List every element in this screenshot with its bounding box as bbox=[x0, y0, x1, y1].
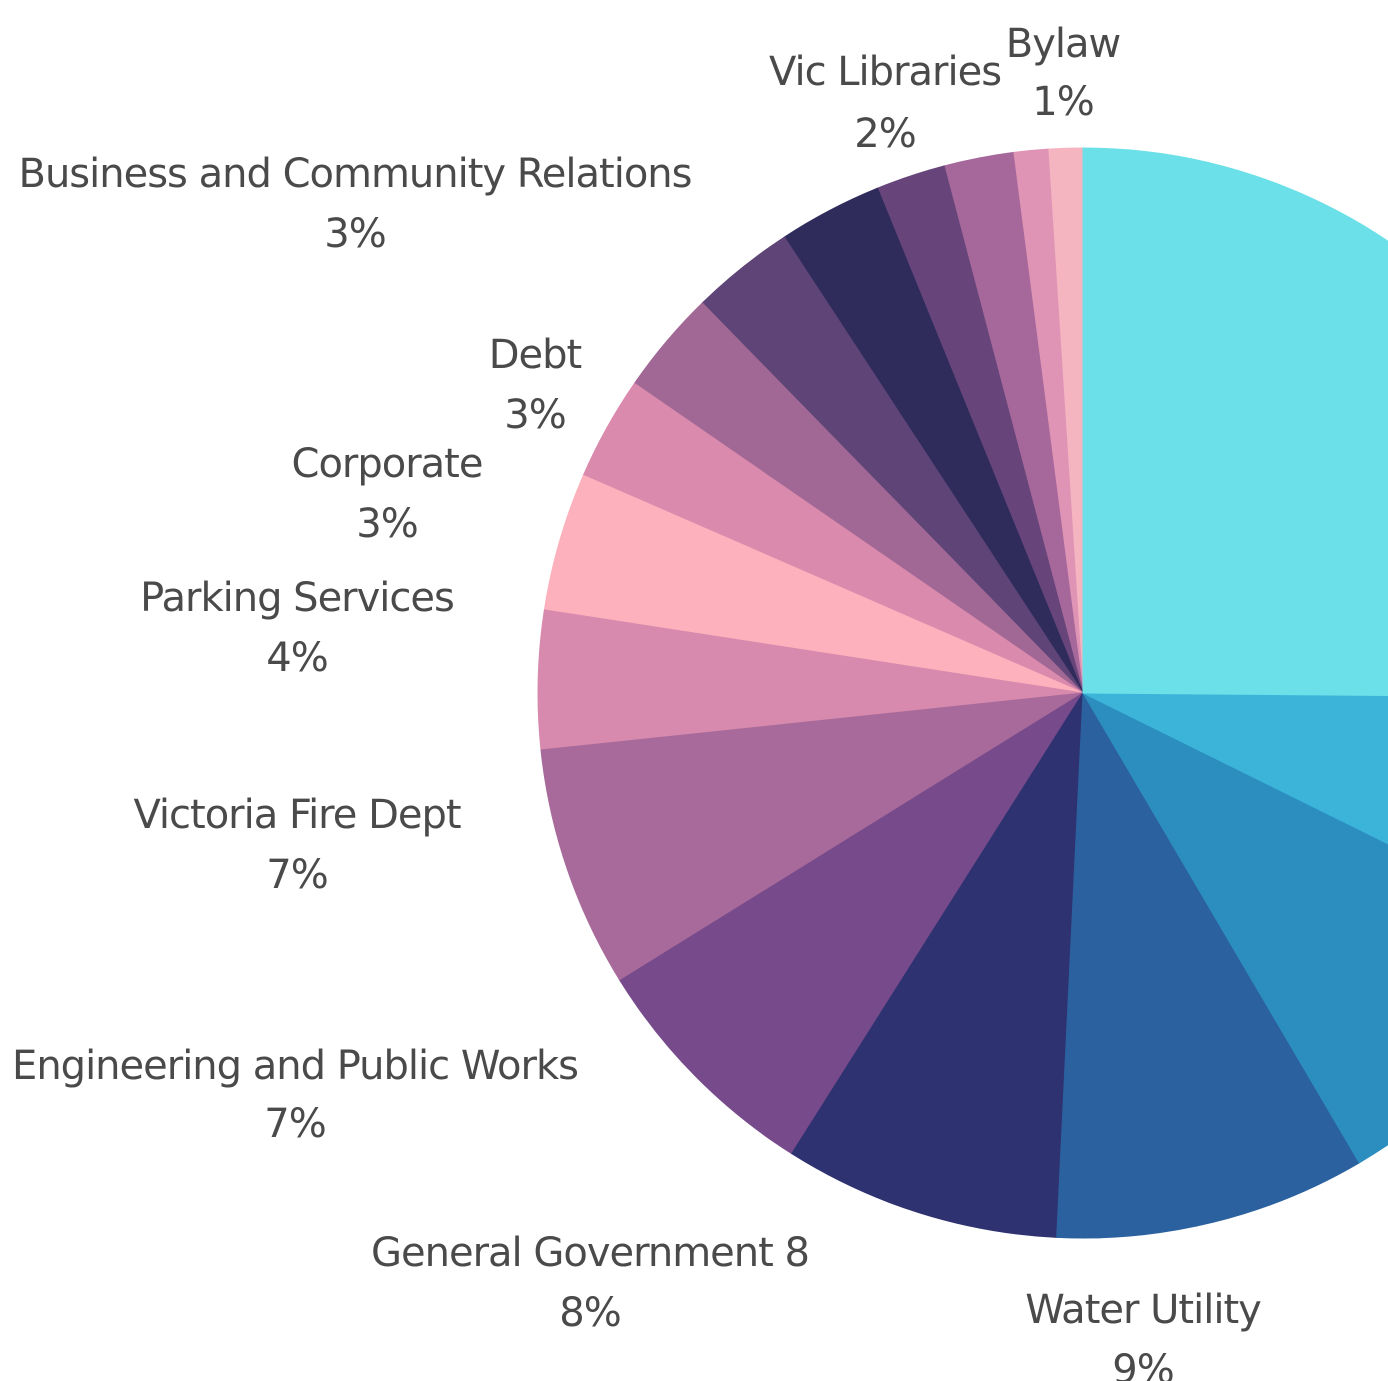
slice-label-name: Victoria Fire Dept bbox=[133, 792, 460, 838]
slice-label-percent: 3% bbox=[356, 501, 417, 547]
pie-slices bbox=[537, 147, 1388, 1239]
slice-label-name: General Government 8 bbox=[371, 1230, 809, 1276]
slice-label-percent: 3% bbox=[504, 392, 565, 438]
slice-label-percent: 8% bbox=[559, 1290, 620, 1336]
slice-label-percent: 7% bbox=[264, 1101, 325, 1147]
slice-label-percent: 7% bbox=[266, 852, 327, 898]
slice-label-name: Bylaw bbox=[1006, 21, 1121, 67]
slice-labels: Bylaw 1% Vic Libraries 2% Business and Commu… bbox=[12, 21, 1262, 1381]
slice-label-name: Water Utility bbox=[1025, 1287, 1261, 1333]
pie-slice-16 bbox=[1082, 147, 1388, 696]
pie-slice-15 bbox=[1082, 692, 1388, 845]
slice-label-name: Business and Community Relations bbox=[19, 151, 692, 197]
slice-label-percent: 1% bbox=[1032, 79, 1093, 125]
slice-label-percent: 2% bbox=[854, 111, 915, 157]
slice-label-name: Engineering and Public Works bbox=[12, 1043, 578, 1089]
slice-label-name: Parking Services bbox=[140, 575, 454, 621]
slice-label-name: Corporate bbox=[292, 441, 483, 487]
pie-slice-victoria-fire-dept bbox=[540, 692, 1084, 982]
slice-label-percent: 4% bbox=[266, 635, 327, 681]
pie-slice-water-utility bbox=[1056, 691, 1360, 1239]
pie-slice-general-government-8 bbox=[791, 691, 1084, 1238]
slice-label-percent: 9% bbox=[1112, 1347, 1173, 1381]
slice-label-percent: 3% bbox=[324, 211, 385, 257]
pie-slice-14 bbox=[1081, 691, 1388, 1164]
slice-label-name: Vic Libraries bbox=[769, 49, 1001, 95]
pie-slice-engineering-and-public-works bbox=[619, 692, 1084, 1155]
slice-label-name: Debt bbox=[489, 332, 582, 378]
